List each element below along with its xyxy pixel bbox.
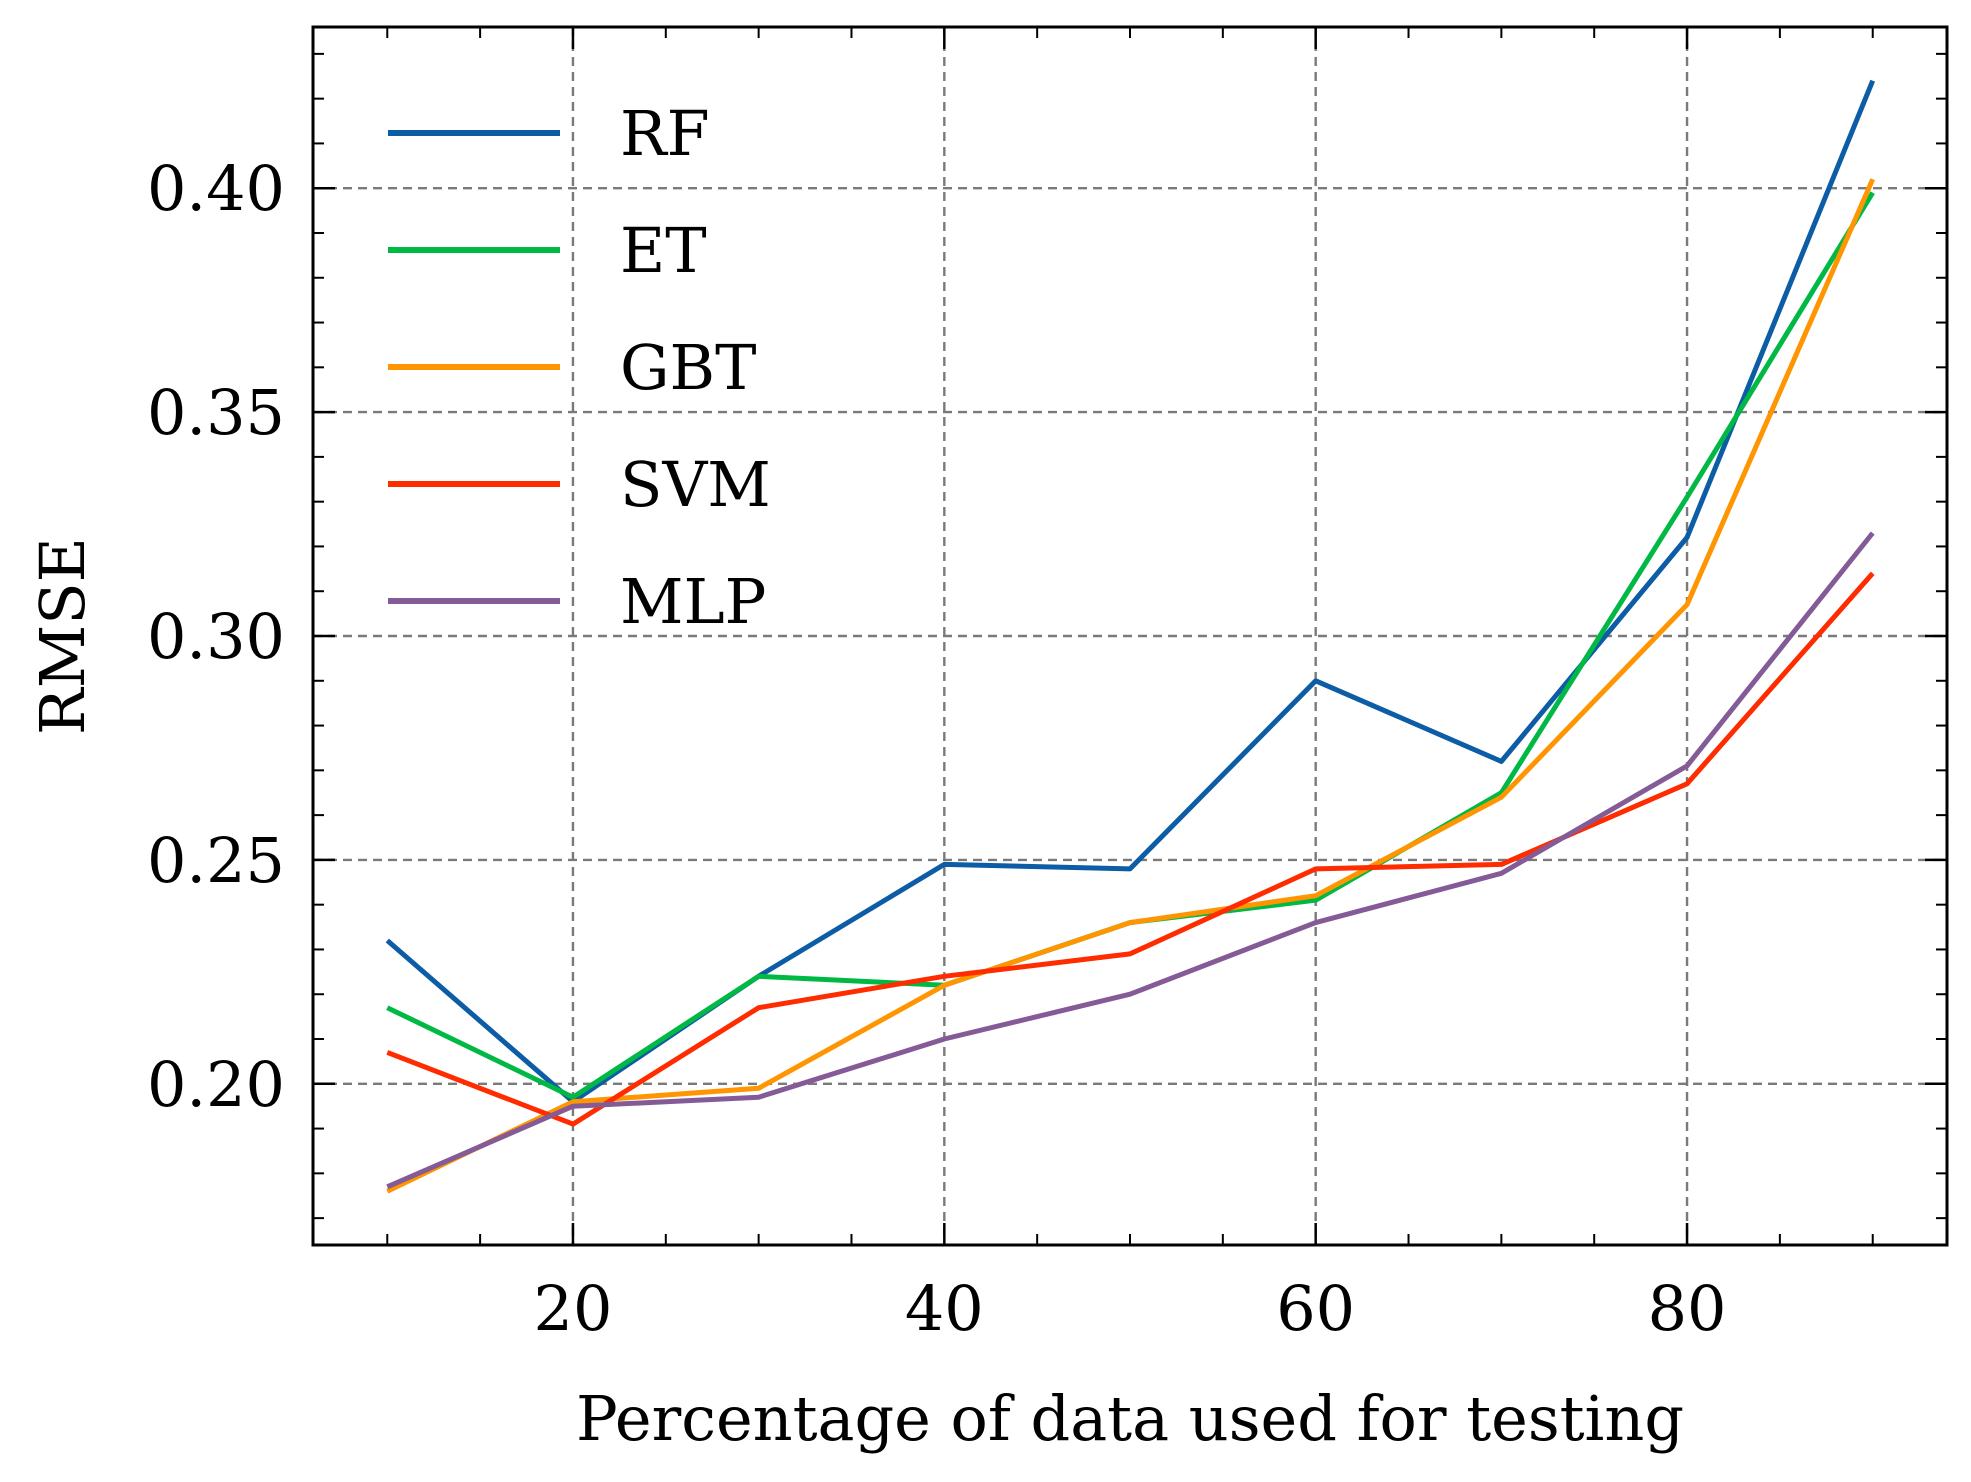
x-tick-label: 60: [1276, 1272, 1355, 1345]
x-tick-label: 40: [905, 1272, 984, 1345]
legend-label-rf: RF: [620, 97, 710, 170]
legend: RF ET GBT SVM MLP: [388, 97, 771, 638]
series-lines: [385, 79, 1876, 1194]
legend-label-gbt: GBT: [620, 331, 756, 404]
y-axis-label: RMSE: [26, 537, 99, 735]
x-tick-label: 20: [534, 1272, 613, 1345]
y-tick-label: 0.25: [147, 824, 285, 897]
series-line-mlp: [386, 531, 1875, 1190]
legend-label-et: ET: [620, 214, 707, 287]
series-line-gbt: [386, 178, 1875, 1194]
y-tick-label: 0.30: [147, 600, 285, 673]
y-tick-label: 0.35: [147, 376, 285, 449]
series-line-rf: [385, 79, 1876, 1105]
grid-lines: [313, 27, 1947, 1245]
y-tick-label: 0.20: [147, 1048, 285, 1121]
legend-label-svm: SVM: [620, 448, 771, 521]
tick-labels: 20 40 60 80 0.20 0.25 0.30 0.35 0.40: [147, 152, 1727, 1345]
axis-ticks: [313, 27, 1947, 1245]
plot-frame: [311, 25, 1949, 1247]
legend-label-mlp: MLP: [620, 565, 766, 638]
x-tick-label: 80: [1648, 1272, 1727, 1345]
x-axis-label: Percentage of data used for testing: [576, 1382, 1684, 1455]
y-tick-label: 0.40: [147, 152, 285, 225]
series-line-svm: [386, 571, 1875, 1127]
